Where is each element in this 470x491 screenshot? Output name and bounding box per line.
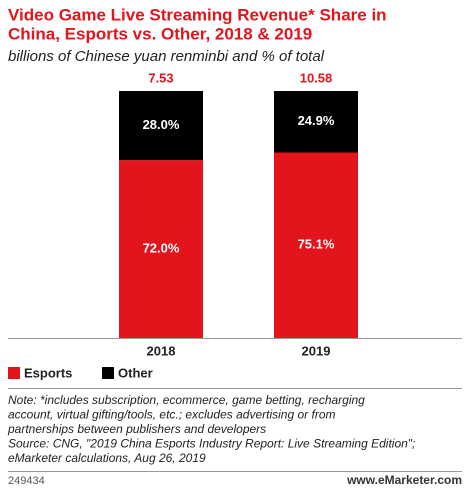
chart-title: China, Esports vs. Other, 2018 & 2019 xyxy=(8,24,312,43)
legend-swatch xyxy=(8,367,20,379)
bar-segment xyxy=(274,152,358,338)
chart-subtitle: billions of Chinese yuan renminbi and % … xyxy=(8,48,325,65)
value-label: 28.0% xyxy=(143,117,180,132)
bar-segment xyxy=(119,160,203,338)
value-label: 24.9% xyxy=(298,113,335,128)
footnote: partnerships between publishers and deve… xyxy=(7,422,266,436)
x-tick-label: 2018 xyxy=(147,343,176,358)
footnote: account, virtual gifting/tools, etc.; ex… xyxy=(8,408,336,422)
x-tick-label: 2019 xyxy=(302,343,331,358)
website: www.eMarketer.com xyxy=(346,473,462,487)
footnote: eMarketer calculations, Aug 26, 2019 xyxy=(8,451,206,465)
total-label: 10.58 xyxy=(300,70,333,85)
value-label: 75.1% xyxy=(298,237,335,252)
footnote: Source: CNG, "2019 China Esports Industr… xyxy=(8,437,415,451)
total-label: 7.53 xyxy=(148,70,173,85)
legend-label: Other xyxy=(118,365,153,380)
legend-swatch xyxy=(102,367,114,379)
bar-segment xyxy=(119,91,203,161)
legend-label: Esports xyxy=(24,365,72,380)
footnote: Note: *includes subscription, ecommerce,… xyxy=(8,393,365,407)
chart-title: Video Game Live Streaming Revenue* Share… xyxy=(8,5,387,24)
chart-id: 249434 xyxy=(8,475,45,487)
bar-segment xyxy=(274,91,358,153)
value-label: 72.0% xyxy=(143,241,180,256)
